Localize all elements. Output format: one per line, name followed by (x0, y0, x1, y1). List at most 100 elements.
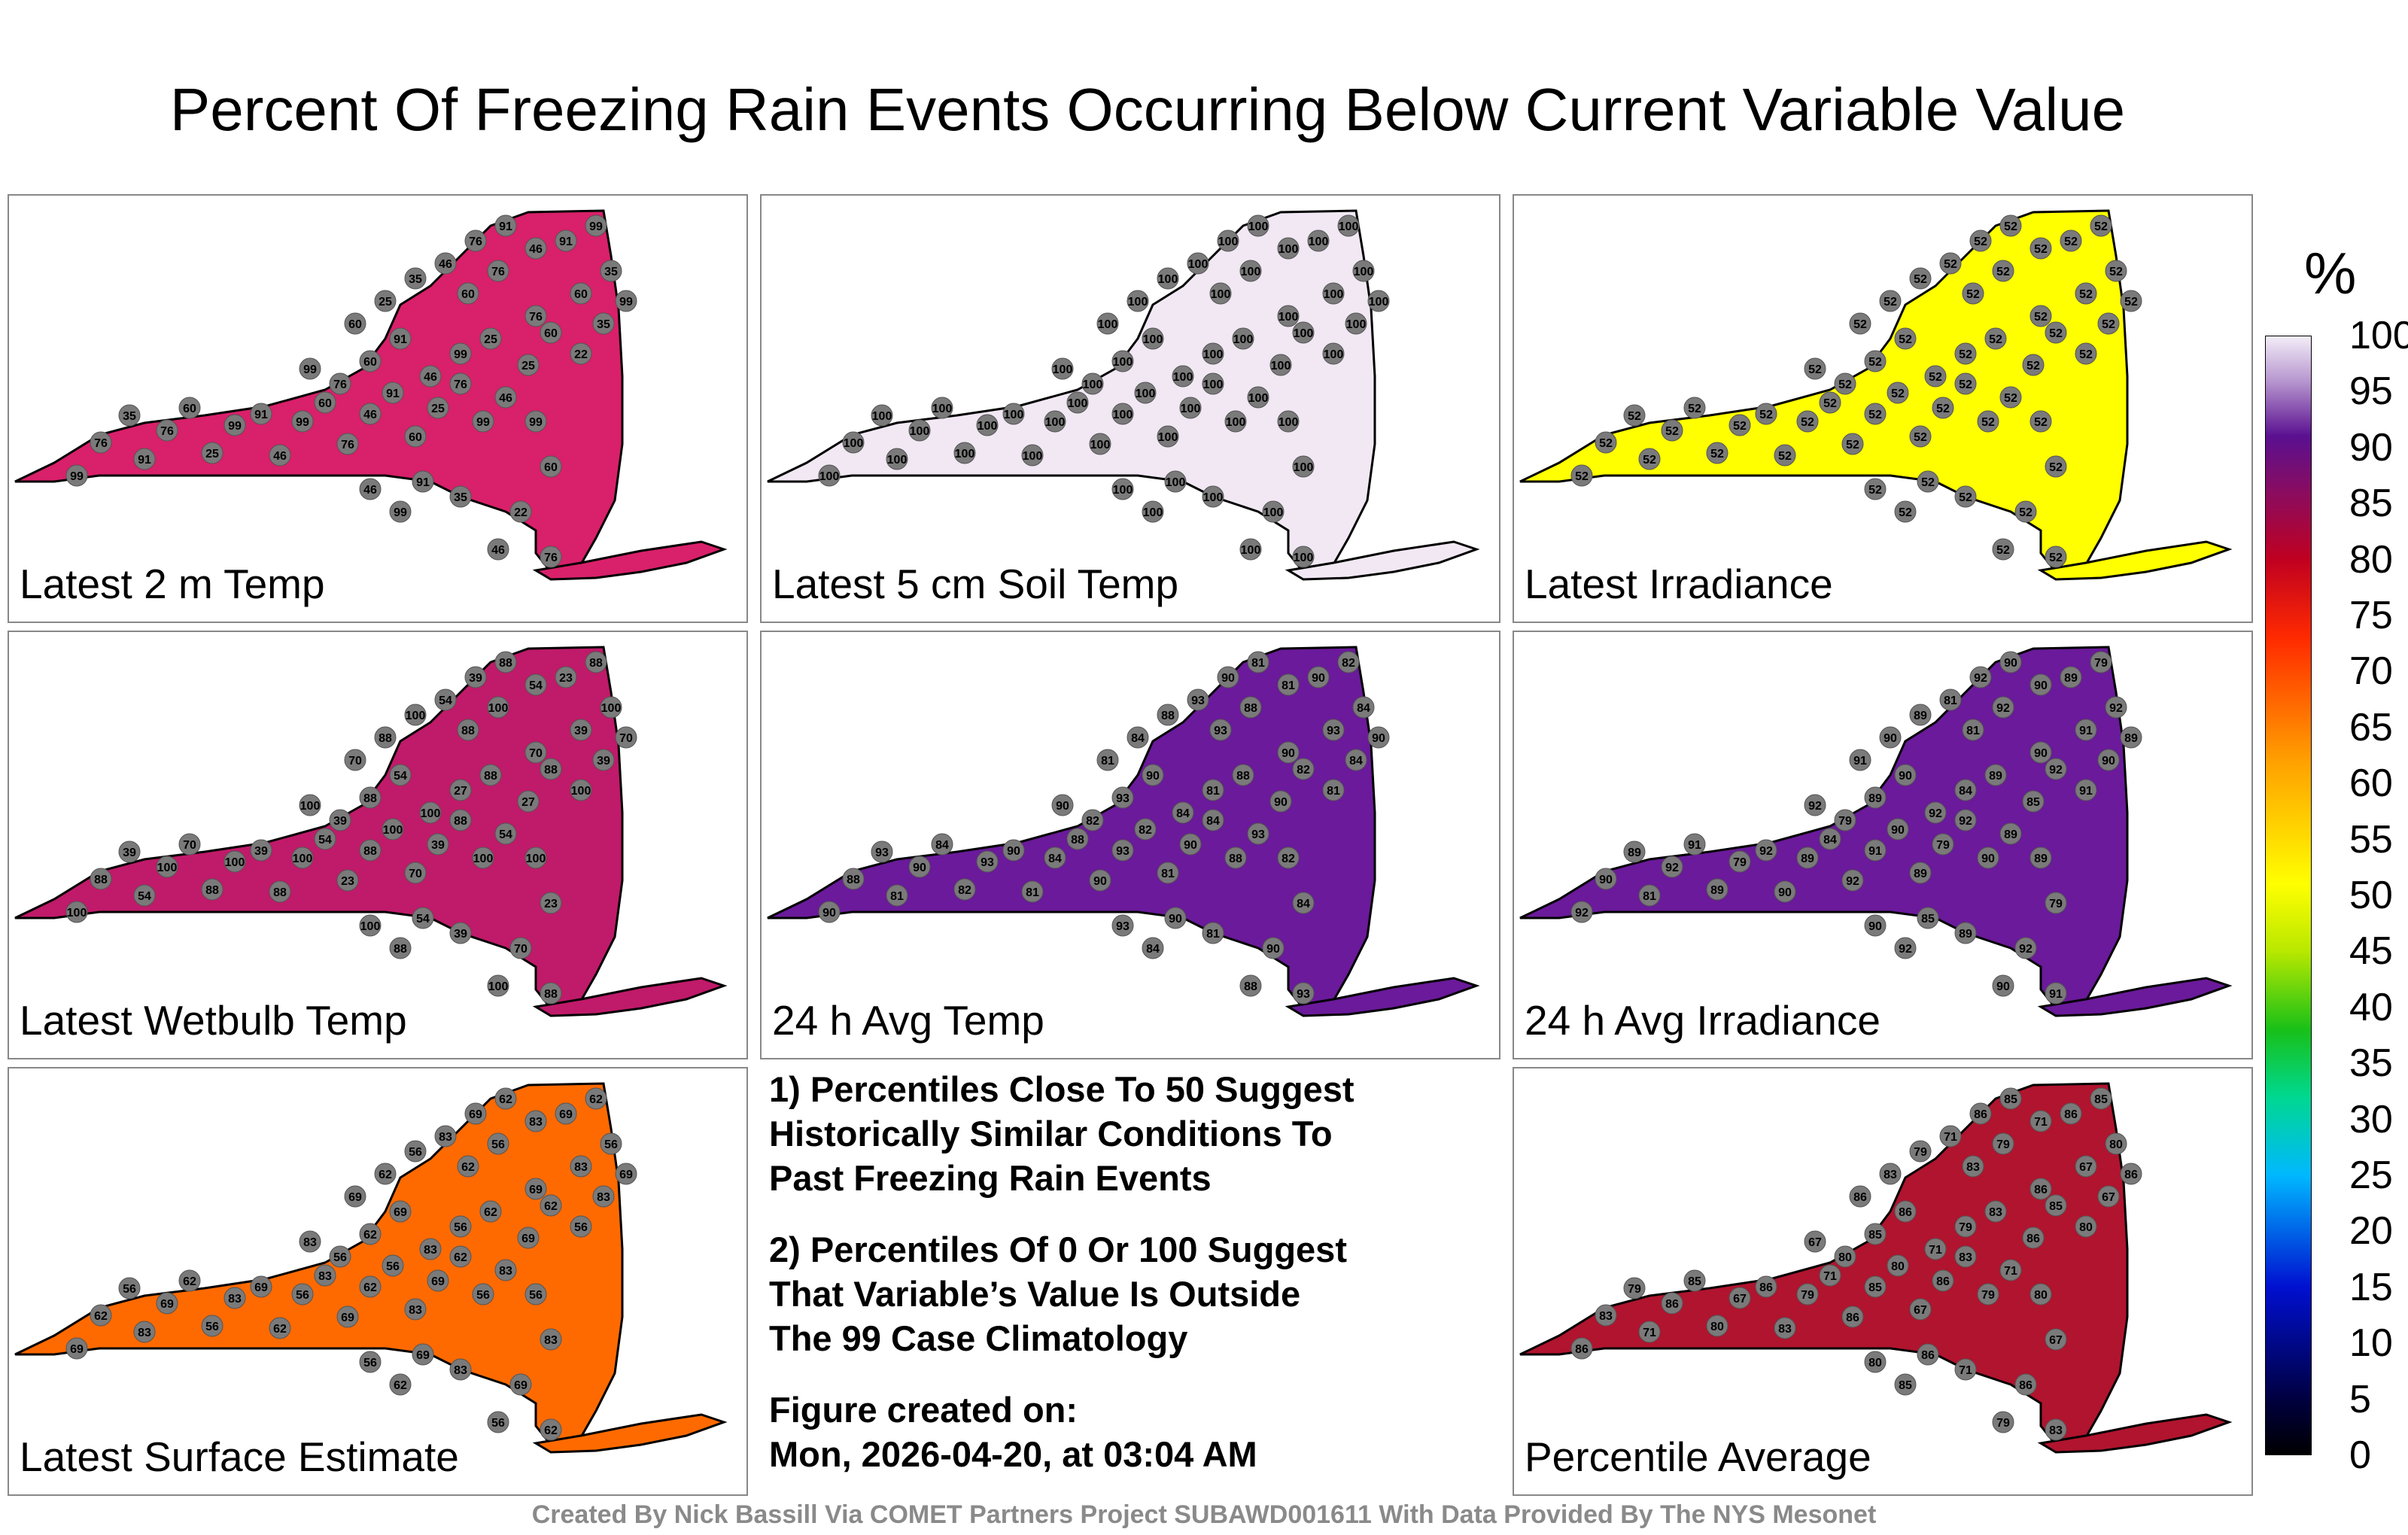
station-value: 90 (1996, 980, 2010, 993)
station-value: 100 (1324, 348, 1344, 361)
station-value: 81 (1944, 695, 1957, 707)
station-value: 80 (1710, 1321, 1724, 1333)
station-value: 69 (416, 1349, 430, 1362)
station-marker: 84 (1292, 892, 1315, 914)
station-value: 81 (890, 890, 904, 903)
station-value: 67 (2079, 1161, 2093, 1174)
station-value: 52 (2034, 416, 2048, 429)
station-value: 84 (1206, 815, 1220, 828)
station-marker: 70 (344, 749, 366, 771)
station-value: 23 (341, 875, 354, 888)
station-marker: 88 (1066, 828, 1089, 850)
station-value: 52 (1643, 454, 1656, 467)
station-marker: 100 (156, 856, 178, 878)
station-value: 99 (476, 416, 490, 429)
station-marker: 52 (2045, 455, 2067, 478)
station-value: 91 (2079, 725, 2093, 737)
station-value: 54 (416, 913, 430, 926)
station-marker: 92 (1570, 901, 1593, 923)
station-marker: 90 (2097, 749, 2120, 771)
station-value: 92 (1929, 807, 1942, 820)
station-marker: 80 (2029, 1283, 2052, 1306)
station-value: 69 (431, 1275, 445, 1288)
station-marker: 88 (359, 839, 382, 862)
station-marker: 60 (540, 321, 562, 344)
station-marker: 46 (494, 386, 517, 409)
station-marker: 69 (250, 1275, 272, 1298)
colorbar-tick-label: 55 (2349, 817, 2393, 862)
station-value: 52 (1944, 258, 1957, 271)
station-marker: 90 (1992, 974, 2014, 997)
station-marker: 82 (953, 878, 976, 901)
station-value: 79 (1628, 1283, 1641, 1296)
station-marker: 100 (1202, 372, 1224, 395)
station-value: 90 (2102, 755, 2115, 768)
station-marker: 88 (1239, 696, 1262, 719)
station-value: 88 (1161, 710, 1175, 722)
station-value: 52 (1996, 266, 2010, 278)
station-value: 100 (1113, 356, 1133, 369)
station-marker: 52 (1819, 391, 1841, 414)
station-marker: 89 (1909, 704, 1932, 726)
station-value: 52 (1974, 236, 1987, 248)
station-value: 80 (2034, 1289, 2048, 1302)
station-marker: 100 (1367, 290, 1390, 312)
station-marker: 100 (570, 779, 592, 801)
station-marker: 62 (389, 1373, 412, 1396)
station-marker: 88 (1232, 764, 1254, 786)
station-value: 52 (2124, 296, 2138, 309)
station-value: 100 (1278, 243, 1299, 256)
station-marker: 80 (1706, 1315, 1728, 1337)
station-value: 100 (1324, 288, 1344, 301)
station-value: 83 (1959, 1251, 1972, 1264)
station-marker: 93 (976, 850, 999, 873)
station-value: 27 (521, 796, 535, 809)
station-marker: 100 (65, 901, 88, 923)
station-value: 100 (157, 862, 178, 874)
station-marker: 52 (1917, 470, 1939, 493)
station-marker: 62 (457, 1155, 479, 1178)
station-value: 22 (574, 348, 588, 361)
station-marker: 39 (118, 840, 141, 863)
station-value: 46 (439, 258, 452, 271)
station-value: 62 (454, 1251, 467, 1264)
ny-map: 100 100 100 100 100 100 100 100 100 100 100 100 100 1… (767, 209, 1480, 581)
station-value: 52 (2034, 243, 2048, 256)
station-marker: 90 (1307, 666, 1330, 688)
station-value: 84 (1959, 785, 1972, 798)
station-value: 100 (1369, 296, 1389, 309)
station-marker: 83 (434, 1125, 457, 1147)
station-marker: 100 (1089, 433, 1111, 455)
station-marker: 99 (449, 342, 472, 365)
station-value: 82 (1297, 764, 1310, 777)
station-value: 81 (1101, 755, 1114, 768)
station-value: 71 (1823, 1270, 1837, 1283)
station-value: 100 (300, 800, 321, 813)
station-value: 90 (1891, 824, 1905, 837)
station-value: 83 (424, 1244, 437, 1257)
station-marker: 100 (291, 847, 314, 869)
station-value: 84 (1048, 853, 1062, 865)
colorbar-tick-label: 90 (2349, 425, 2393, 470)
station-value: 25 (379, 296, 392, 309)
station-value: 69 (559, 1108, 573, 1121)
station-marker: 52 (1804, 357, 1826, 380)
station-value: 88 (379, 732, 392, 745)
station-value: 56 (604, 1138, 618, 1151)
ny-map: 9290898192918979929089849291908979929089… (1519, 646, 2233, 1017)
state-outline (1519, 646, 2129, 1010)
station-marker: 86 (1849, 1185, 1871, 1208)
station-marker: 56 (382, 1254, 404, 1277)
station-marker: 100 (223, 850, 246, 873)
station-marker: 52 (1623, 404, 1646, 427)
station-marker: 83 (404, 1298, 427, 1321)
station-marker: 67 (2075, 1155, 2097, 1178)
station-value: 90 (1169, 913, 1182, 926)
station-marker: 25 (427, 397, 449, 419)
station-value: 39 (333, 815, 347, 828)
station-marker: 83 (540, 1328, 562, 1351)
station-marker: 100 (1157, 267, 1179, 290)
station-value: 86 (1921, 1349, 1935, 1362)
station-marker: 90 (2029, 673, 2052, 696)
station-value: 84 (1146, 943, 1160, 956)
